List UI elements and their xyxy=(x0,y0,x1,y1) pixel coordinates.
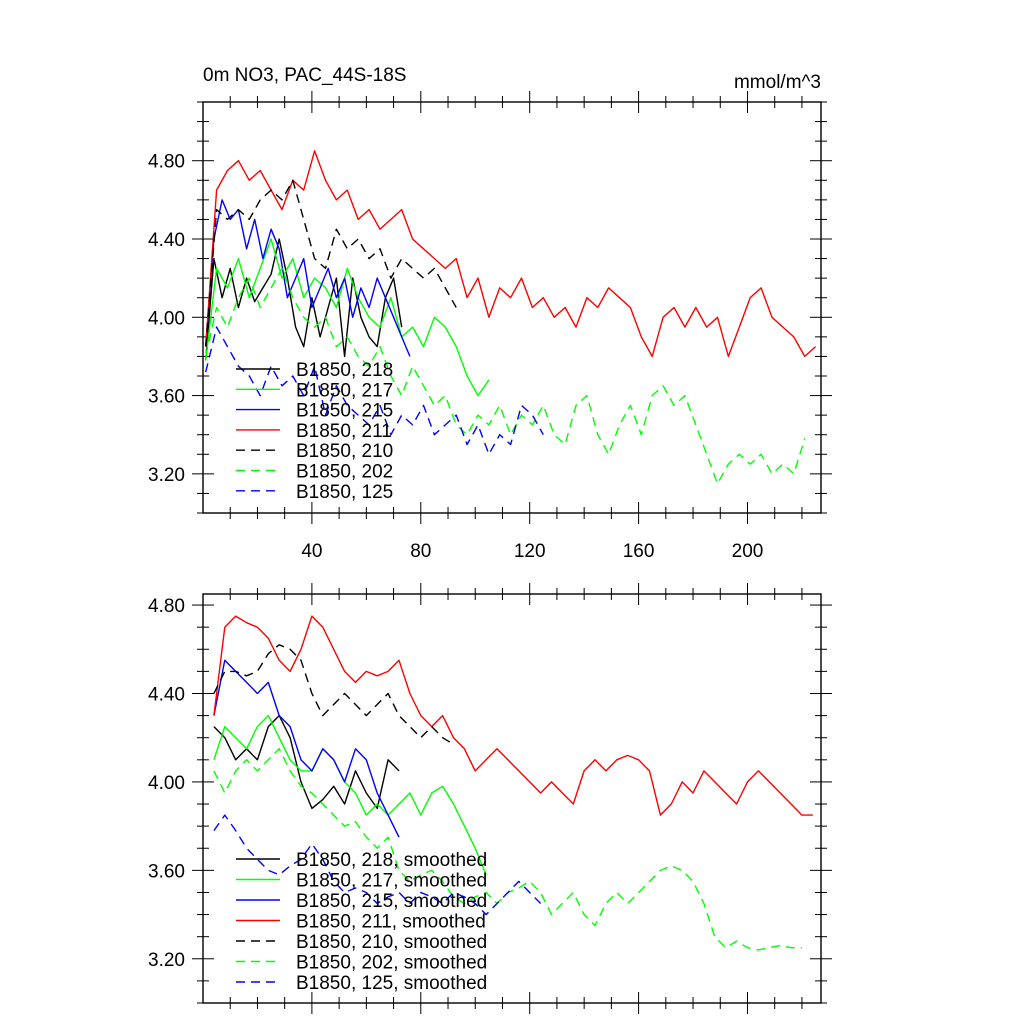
legend-label-0-2: B1850, 215 xyxy=(296,401,393,422)
series-line-0-6 xyxy=(205,326,544,455)
series-line-1-1 xyxy=(213,714,487,876)
y-tick-label-0: 3.20 xyxy=(148,465,185,486)
series-line-1-6 xyxy=(213,814,542,916)
y-tick-label-0: 3.60 xyxy=(148,387,185,408)
legend-label-1-4: B1850, 210, smoothed xyxy=(296,932,487,953)
legend-label-1-2: B1850, 215, smoothed xyxy=(296,891,487,912)
series-line-0-5 xyxy=(205,267,806,485)
y-tick-label-1: 4.40 xyxy=(148,684,185,705)
y-tick-label-1: 3.60 xyxy=(148,861,185,882)
x-tick-label-0: 160 xyxy=(623,541,655,562)
legend-label-0-4: B1850, 210 xyxy=(296,441,393,462)
series-line-1-2 xyxy=(213,659,400,838)
top-panel: 0m NO3, PAC_44S-18S mmol/m^3 3.20 3.60 4.0… xyxy=(148,65,832,562)
y-tick-label-1: 3.20 xyxy=(148,950,185,971)
series-line-1-3 xyxy=(213,615,813,816)
x-tick-label-0: 120 xyxy=(514,541,546,562)
legend-label-1-3: B1850, 211, smoothed xyxy=(296,912,486,933)
legend-label-1-1: B1850, 217, smoothed xyxy=(296,871,487,892)
series-line-1-0 xyxy=(213,714,400,810)
top-panel-title: 0m NO3, PAC_44S-18S xyxy=(203,65,406,86)
legend-label-0-6: B1850, 125 xyxy=(296,482,393,503)
legend-label-1-5: B1850, 202, smoothed xyxy=(296,953,487,974)
legend-label-1-6: B1850, 125, smoothed xyxy=(296,973,487,994)
legend-label-0-3: B1850, 211 xyxy=(296,421,392,442)
series-line-0-2 xyxy=(205,199,411,357)
x-tick-label-0: 200 xyxy=(732,541,764,562)
x-tick-label-0: 80 xyxy=(410,541,431,562)
legend-label-0-1: B1850, 217 xyxy=(296,380,393,401)
series-line-1-4 xyxy=(213,644,454,745)
plot-frame-1 xyxy=(202,593,822,1004)
legend-label-0-0: B1850, 218 xyxy=(296,360,393,381)
bottom-panel: 3.20 3.60 4.00 4.40 4.80 B1850, 218, smoothed… xyxy=(148,583,832,1014)
series-line-0-0 xyxy=(205,238,403,361)
series-line-0-4 xyxy=(205,179,457,347)
top-panel-units: mmol/m^3 xyxy=(734,72,821,93)
y-tick-label-0: 4.00 xyxy=(148,308,185,329)
legend-label-0-5: B1850, 202 xyxy=(296,462,393,483)
plot-frame-0 xyxy=(202,101,822,514)
x-tick-label-0: 40 xyxy=(301,541,322,562)
series-line-0-3 xyxy=(205,150,817,358)
y-tick-label-1: 4.80 xyxy=(148,596,185,617)
y-tick-label-0: 4.80 xyxy=(148,152,185,173)
legend-label-1-0: B1850, 218, smoothed xyxy=(296,850,487,871)
y-tick-label-1: 4.00 xyxy=(148,773,185,794)
y-tick-label-0: 4.40 xyxy=(148,230,185,251)
